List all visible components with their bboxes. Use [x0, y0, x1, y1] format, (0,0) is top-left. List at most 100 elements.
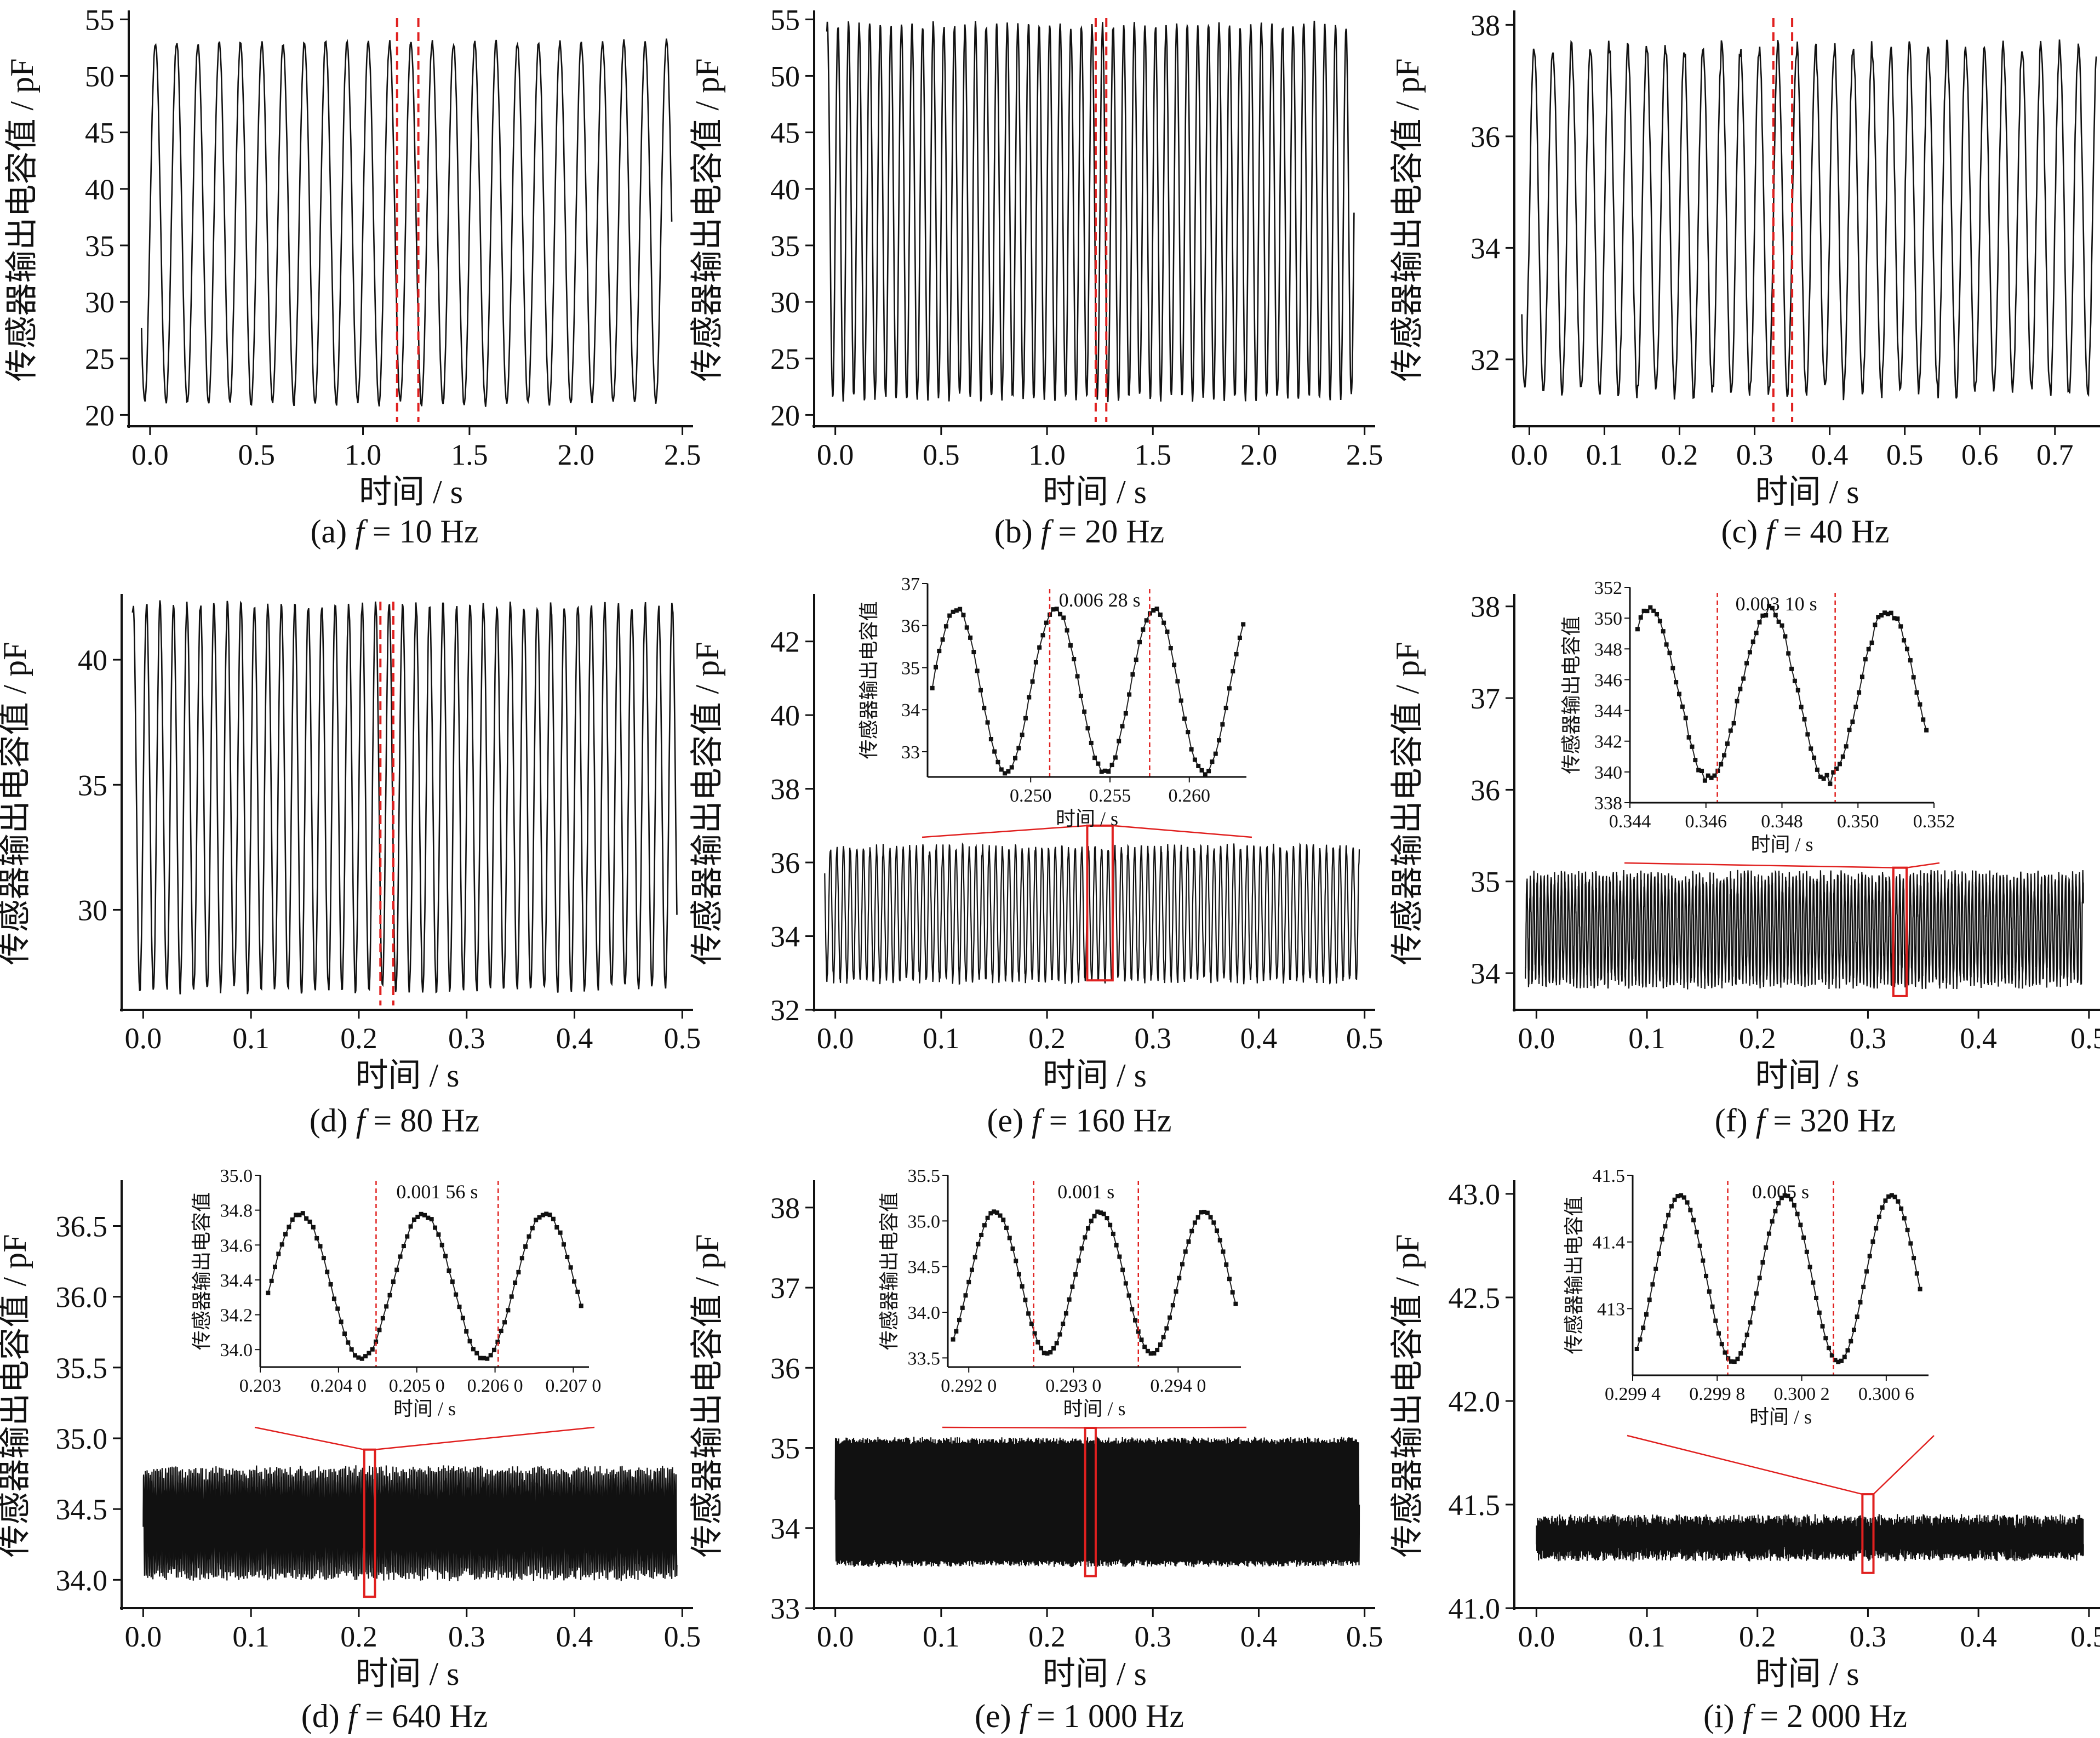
inset-point-i-34 [1741, 1343, 1746, 1348]
inset-point-h-81 [1205, 1210, 1210, 1215]
inset-point-g-28 [363, 1354, 368, 1359]
inset-y-tick-label-i-0: 413 [1597, 1299, 1625, 1319]
inset-point-f-53 [1805, 732, 1810, 737]
chart-panel-f: 0.0 0.1 0.2 0.3 0.4 0.5 34 35 36 37 38 时间 / s 传感器输出电… [1389, 578, 2100, 1139]
y-axis-title-c: 传感器输出电容值 / pF [1389, 58, 1426, 381]
inset-point-f-77 [1882, 610, 1887, 615]
inset-point-h-67 [1161, 1335, 1166, 1340]
inset-x-tick-label-e-0: 0.250 [1010, 786, 1052, 806]
inset-point-f-61 [1831, 770, 1836, 775]
inset-point-h-90 [1233, 1301, 1238, 1306]
x-tick-label-c-6: 0.6 [1961, 438, 1999, 471]
inset-point-i-4 [1647, 1297, 1652, 1302]
x-axis-title-a: 时间 / s [359, 474, 463, 510]
inset-point-h-14 [994, 1210, 999, 1215]
inset-line-g [267, 1212, 582, 1359]
inset-point-e-73 [1182, 716, 1187, 721]
inset-point-g-49 [436, 1232, 441, 1237]
inset-point-g-59 [471, 1347, 476, 1352]
inset-point-i-68 [1849, 1339, 1853, 1343]
inset-point-h-57 [1130, 1307, 1135, 1312]
inset-point-h-53 [1117, 1254, 1122, 1259]
inset-y-title-e: 传感器输出电容值 [858, 601, 880, 759]
inset-y-tick-label-f-0: 338 [1594, 793, 1622, 814]
inset-point-i-77 [1876, 1214, 1881, 1219]
chart-panel-h: 0.0 0.1 0.2 0.3 0.4 0.5 33 34 35 36 37 38 时间 / s 传感器输… [689, 1166, 1383, 1734]
inset-point-h-82 [1208, 1215, 1213, 1220]
x-tick-label-c-1: 0.1 [1586, 438, 1623, 471]
inset-point-e-1 [933, 665, 938, 670]
series-line-h [834, 1437, 1360, 1568]
x-tick-label-g-3: 0.3 [448, 1620, 485, 1653]
inset-point-g-10 [300, 1211, 305, 1216]
inset-points-h [951, 1209, 1238, 1356]
y-tick-label-e-1: 34 [770, 921, 800, 953]
inset-point-f-62 [1834, 766, 1839, 771]
inset-point-g-37 [394, 1267, 399, 1272]
inset-point-g-35 [387, 1293, 392, 1297]
inset-point-h-68 [1164, 1326, 1169, 1331]
inset-point-g-5 [283, 1232, 288, 1237]
inset-point-f-50 [1795, 688, 1800, 693]
inset-point-i-51 [1795, 1211, 1800, 1216]
inset-y-title-f: 传感器输出电容值 [1560, 616, 1582, 774]
inset-point-i-81 [1889, 1193, 1894, 1198]
y-tick-label-f-1: 35 [1470, 866, 1500, 899]
inset-point-g-61 [478, 1356, 483, 1360]
inset-point-g-90 [579, 1304, 583, 1308]
inset-point-h-35 [1061, 1322, 1066, 1327]
x-tick-label-d-3: 0.3 [448, 1022, 485, 1055]
inset-point-f-5 [1651, 608, 1656, 613]
inset-point-f-7 [1657, 619, 1662, 624]
inset-point-g-73 [519, 1256, 524, 1261]
inset-point-e-25 [1016, 746, 1021, 751]
inset-point-h-79 [1199, 1210, 1204, 1215]
x-tick-label-c-4: 0.4 [1811, 438, 1849, 471]
inset-point-h-55 [1123, 1281, 1128, 1286]
x-tick-label-f-2: 0.2 [1739, 1022, 1776, 1055]
inset-point-e-70 [1172, 662, 1177, 667]
inset-y-tick-label-g-1: 34.2 [220, 1306, 253, 1326]
inset-points-e [930, 607, 1246, 777]
x-tick-label-e-1: 0.1 [923, 1022, 960, 1055]
inset-point-i-59 [1820, 1324, 1825, 1329]
inset-point-e-8 [958, 607, 963, 611]
inset-point-e-28 [1027, 695, 1032, 700]
inset-point-g-69 [506, 1308, 511, 1313]
inset-point-i-50 [1792, 1203, 1796, 1208]
caption-g: (d) f = 640 Hz [301, 1698, 488, 1734]
inset-point-i-6 [1653, 1266, 1658, 1271]
inset-point-g-14 [314, 1236, 319, 1240]
inset-point-f-51 [1799, 705, 1804, 710]
x-tick-label-d-4: 0.4 [556, 1022, 593, 1055]
inset-point-i-74 [1867, 1254, 1872, 1259]
inset-point-e-62 [1144, 618, 1149, 623]
y-tick-label-a-6: 50 [85, 60, 115, 93]
inset-point-g-50 [439, 1243, 444, 1248]
inset-point-g-32 [377, 1328, 382, 1333]
inset-point-h-28 [1039, 1346, 1044, 1351]
inset-y-tick-label-f-3: 344 [1594, 701, 1622, 722]
x-tick-label-d-0: 0.0 [125, 1022, 162, 1055]
y-tick-label-h-2: 35 [770, 1432, 800, 1465]
y-tick-label-e-5: 42 [770, 626, 800, 659]
inset-point-h-11 [985, 1215, 990, 1220]
inset-point-f-6 [1655, 611, 1660, 616]
inset-point-g-86 [565, 1254, 570, 1259]
x-axis-title-b: 时间 / s [1043, 474, 1147, 510]
x-tick-label-a-4: 2.0 [557, 438, 594, 471]
inset-points-g [266, 1211, 583, 1361]
inset-point-g-29 [367, 1351, 371, 1356]
inset-point-e-87 [1231, 669, 1235, 674]
y-tick-label-a-1: 25 [85, 342, 115, 375]
x-tick-label-f-1: 0.1 [1628, 1022, 1666, 1055]
zoom-connector-right-e [1112, 825, 1252, 838]
inset-point-i-78 [1880, 1205, 1885, 1210]
inset-point-h-33 [1054, 1341, 1059, 1346]
inset-point-h-6 [969, 1267, 974, 1272]
inset-point-e-64 [1151, 608, 1156, 613]
inset-point-f-63 [1837, 762, 1842, 767]
inset-point-h-77 [1192, 1220, 1197, 1225]
inset-point-f-89 [1921, 717, 1926, 722]
inset-point-h-85 [1217, 1238, 1222, 1243]
